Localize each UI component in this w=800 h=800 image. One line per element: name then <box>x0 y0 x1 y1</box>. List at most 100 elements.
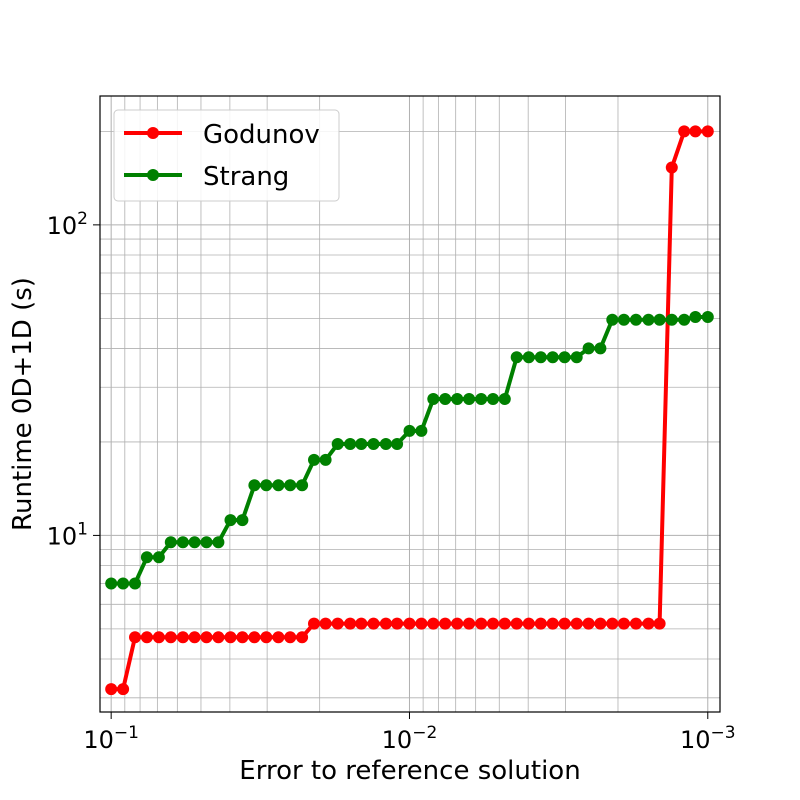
data-point-strang <box>176 536 189 549</box>
data-point-godunov <box>379 617 392 630</box>
data-point-godunov <box>617 617 630 630</box>
data-point-strang <box>200 536 213 549</box>
data-point-godunov <box>212 631 225 644</box>
x-tick-label: 10−1 <box>83 723 139 754</box>
data-point-godunov <box>200 631 213 644</box>
data-point-godunov <box>236 631 249 644</box>
data-point-strang <box>642 313 655 326</box>
data-point-strang <box>224 514 237 527</box>
data-point-godunov <box>439 617 452 630</box>
legend-marker-strang <box>147 169 159 181</box>
data-point-godunov <box>308 617 320 630</box>
data-point-strang <box>678 313 691 326</box>
data-point-strang <box>284 479 297 492</box>
legend: Godunov Strang <box>113 109 340 202</box>
data-point-godunov <box>415 617 428 630</box>
data-point-godunov <box>665 161 678 174</box>
data-point-godunov <box>498 617 511 630</box>
data-point-strang <box>617 313 630 326</box>
data-point-strang <box>582 342 595 355</box>
data-point-strang <box>653 313 666 326</box>
data-point-strang <box>140 551 153 564</box>
data-point-godunov <box>510 617 523 630</box>
data-point-strang <box>236 514 249 527</box>
data-point-strang <box>487 393 499 405</box>
data-point-godunov <box>594 617 607 630</box>
data-point-godunov <box>331 617 344 630</box>
data-point-godunov <box>248 631 261 644</box>
data-point-godunov <box>701 125 714 138</box>
data-point-strang <box>594 342 607 355</box>
y-tick-label: 102 <box>47 209 88 240</box>
data-point-godunov <box>344 617 357 630</box>
data-point-strang <box>463 393 476 405</box>
series-godunov <box>105 125 714 696</box>
y-tick-label: 101 <box>47 519 88 550</box>
x-tick-label: 10−2 <box>382 723 438 754</box>
data-point-strang <box>439 393 452 405</box>
data-point-godunov <box>642 617 655 630</box>
data-point-strang <box>367 438 380 450</box>
x-axis-title: Error to reference solution <box>239 756 580 786</box>
data-point-strang <box>344 438 357 450</box>
data-point-godunov <box>176 631 189 644</box>
data-point-godunov <box>463 617 476 630</box>
data-point-strang <box>308 453 320 466</box>
data-point-strang <box>665 313 678 326</box>
data-point-godunov <box>534 617 547 630</box>
data-point-strang <box>319 453 332 466</box>
data-point-strang <box>331 438 344 450</box>
data-point-strang <box>630 313 642 326</box>
data-point-godunov <box>152 631 165 644</box>
data-point-godunov <box>117 683 130 696</box>
data-point-strang <box>534 351 547 364</box>
data-point-strang <box>546 351 559 364</box>
data-point-strang <box>117 577 130 590</box>
data-point-strang <box>272 479 285 492</box>
data-point-godunov <box>570 617 583 630</box>
data-point-godunov <box>164 631 177 644</box>
x-tick-label: 10−3 <box>680 723 736 754</box>
data-point-strang <box>129 577 141 590</box>
data-point-strang <box>510 351 523 364</box>
data-point-strang <box>391 438 404 450</box>
data-point-godunov <box>284 631 297 644</box>
data-point-strang <box>248 479 261 492</box>
data-point-strang <box>427 393 440 405</box>
data-point-godunov <box>296 631 309 644</box>
data-point-strang <box>212 536 225 549</box>
data-point-godunov <box>653 617 666 630</box>
data-point-godunov <box>427 617 440 630</box>
data-point-strang <box>188 536 201 549</box>
data-point-godunov <box>522 617 535 630</box>
legend-marker-godunov <box>147 127 159 139</box>
data-point-godunov <box>188 631 201 644</box>
data-point-strang <box>498 393 511 405</box>
data-point-godunov <box>367 617 380 630</box>
legend-label-godunov: Godunov <box>203 120 320 150</box>
data-point-godunov <box>689 125 702 138</box>
data-point-godunov <box>582 617 595 630</box>
data-point-godunov <box>260 631 273 644</box>
data-point-strang <box>701 311 714 323</box>
y-axis-title: Runtime 0D+1D (s) <box>8 277 38 531</box>
series-lines <box>105 125 714 696</box>
data-point-godunov <box>224 631 237 644</box>
data-point-strang <box>451 393 464 405</box>
data-point-godunov <box>630 617 642 630</box>
axis-ticks: 10−1 10−2 10−3 101 102 <box>47 209 736 754</box>
data-point-godunov <box>606 617 619 630</box>
data-point-strang <box>105 577 118 590</box>
data-point-godunov <box>140 631 153 644</box>
legend-label-strang: Strang <box>203 162 289 192</box>
data-point-godunov <box>475 617 488 630</box>
data-point-strang <box>296 479 309 492</box>
data-point-strang <box>606 313 619 326</box>
data-point-strang <box>403 424 416 437</box>
series-strang <box>105 311 714 590</box>
data-point-godunov <box>129 631 141 644</box>
data-point-godunov <box>403 617 416 630</box>
data-point-godunov <box>105 683 118 696</box>
data-point-strang <box>522 351 535 364</box>
